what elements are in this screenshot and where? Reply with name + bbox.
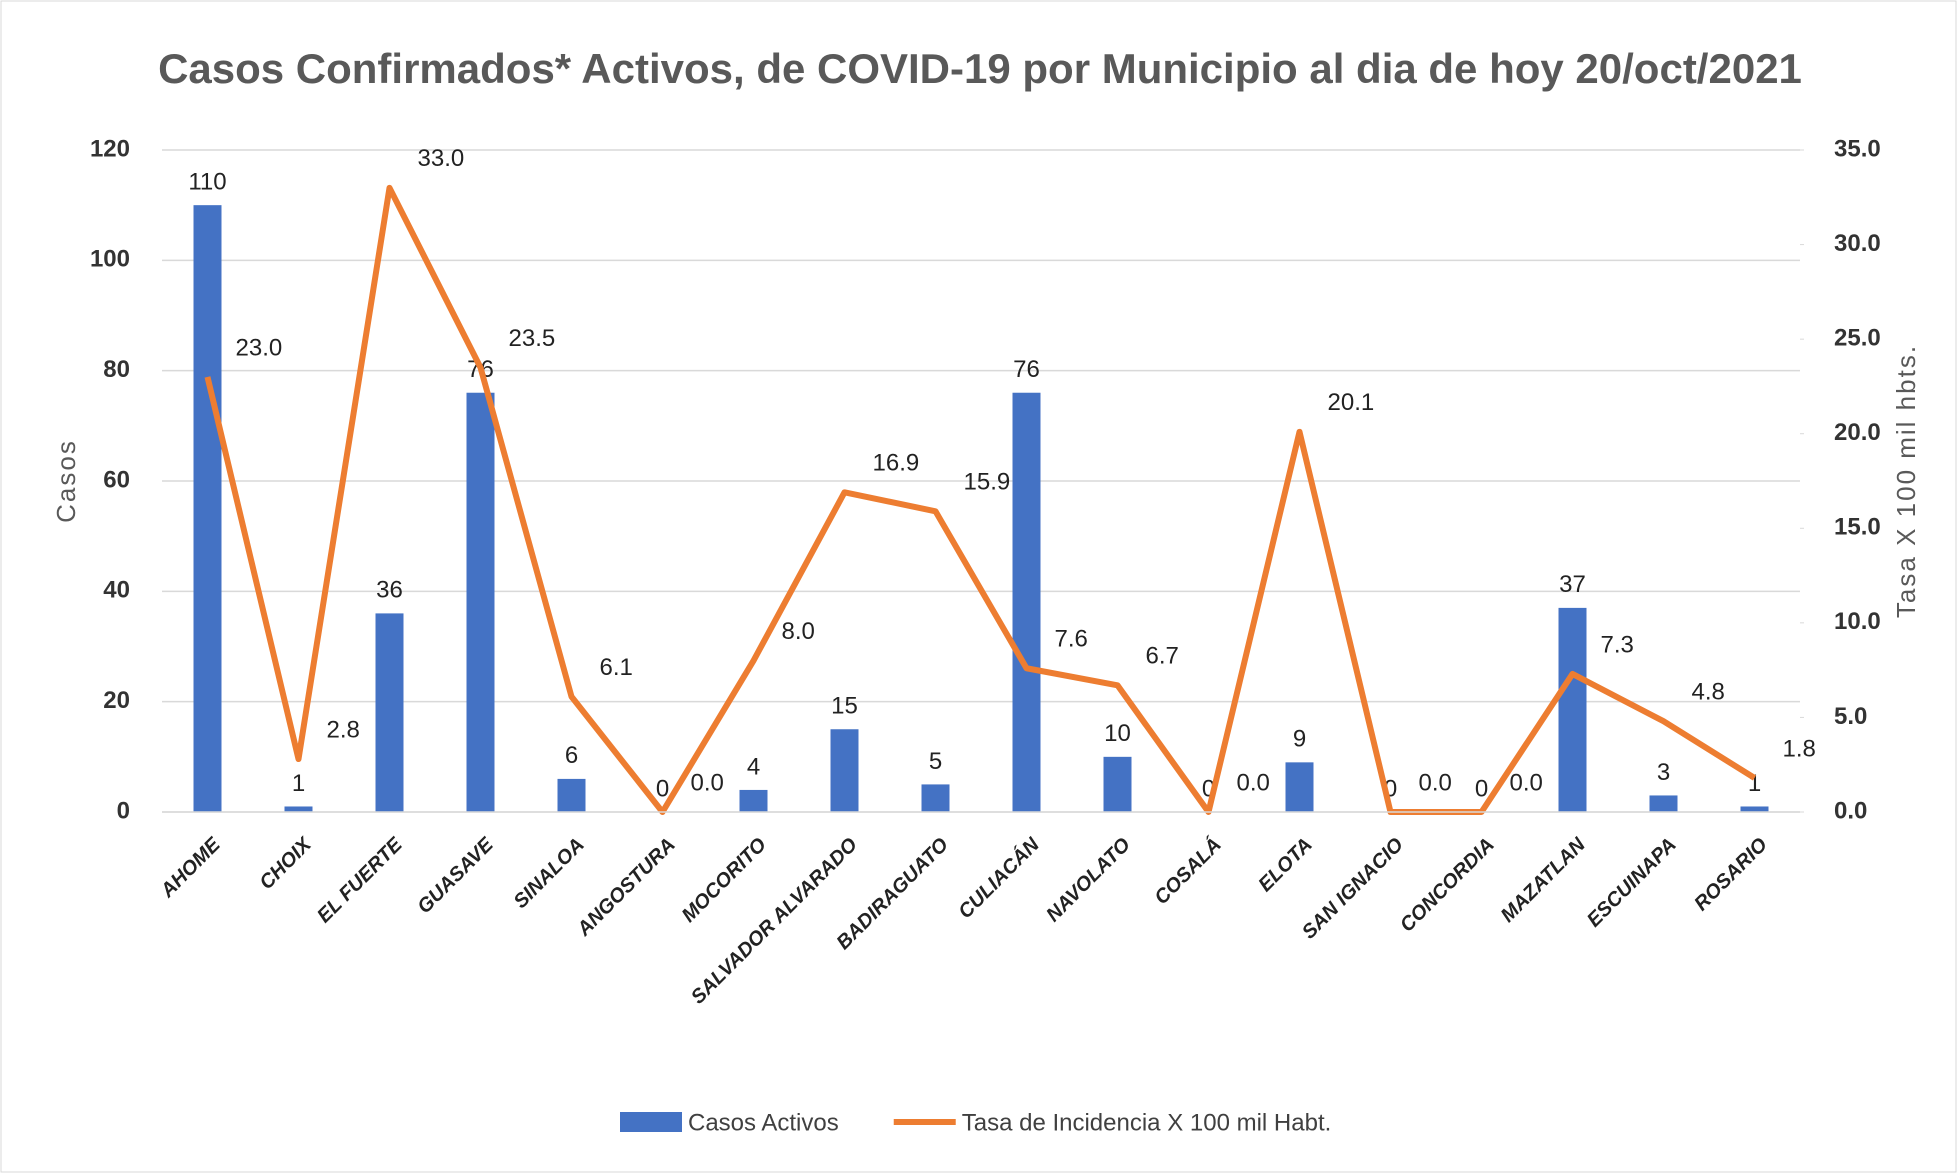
y2-tick-label: 35.0: [1834, 135, 1881, 162]
y2-tick-label: 0.0: [1834, 797, 1867, 824]
bar: [1103, 756, 1132, 812]
line-value-label: 6.7: [1146, 643, 1179, 670]
bar-value-label: 10: [1104, 720, 1131, 747]
bar-value-label: 110: [188, 169, 226, 196]
y-tick-label: 60: [103, 466, 130, 493]
legend-label: Tasa de Incidencia X 100 mil Habt.: [962, 1109, 1332, 1136]
bar: [1558, 607, 1587, 812]
line-value-label: 23.0: [236, 334, 283, 361]
line-value-label: 2.8: [327, 716, 360, 743]
bar: [375, 613, 404, 812]
bar-value-label: 9: [1293, 726, 1306, 753]
bar: [466, 392, 495, 812]
line-value-label: 7.3: [1601, 631, 1634, 658]
bar-value-label: 6: [565, 742, 578, 769]
bar: [830, 729, 859, 812]
y2-tick-label: 15.0: [1834, 514, 1881, 541]
line-value-label: 15.9: [964, 469, 1011, 496]
bar-value-label: 15: [831, 693, 858, 720]
chart-title: Casos Confirmados* Activos, de COVID-19 …: [158, 45, 1802, 92]
legend-swatch: [620, 1112, 682, 1132]
line-value-label: 4.8: [1692, 679, 1725, 706]
line-value-label: 0.0: [691, 769, 724, 796]
bar-value-label: 37: [1559, 571, 1586, 598]
line-value-label: 16.9: [873, 450, 920, 477]
y-tick-label: 0: [117, 797, 130, 824]
y2-axis-title: Tasa X 100 mil hbts.: [1891, 344, 1921, 618]
y2-tick-label: 30.0: [1834, 230, 1881, 257]
y-tick-label: 80: [103, 356, 130, 383]
y-tick-label: 20: [103, 687, 130, 714]
line-value-label: 0.0: [1510, 769, 1543, 796]
line-value-label: 1.8: [1783, 735, 1816, 762]
bar: [284, 806, 313, 812]
bar-value-label: 4: [747, 753, 760, 780]
line-value-label: 0.0: [1419, 769, 1452, 796]
bar: [1285, 762, 1314, 812]
bar: [739, 789, 768, 812]
line-value-label: 20.1: [1328, 389, 1375, 416]
y-tick-label: 40: [103, 577, 130, 604]
bar-value-label: 1: [292, 770, 305, 797]
y-axis-title: Casos: [51, 439, 81, 523]
line-value-label: 8.0: [782, 618, 815, 645]
line: [204, 184, 1757, 815]
line-value-label: 23.5: [509, 325, 556, 352]
y2-tick-label: 5.0: [1834, 703, 1867, 730]
y-tick-label: 100: [90, 246, 130, 273]
bar-value-label: 3: [1657, 759, 1670, 786]
line-value-label: 6.1: [600, 654, 633, 681]
y-tick-label: 120: [90, 135, 130, 162]
y2-tick-label: 10.0: [1834, 608, 1881, 635]
bar-value-label: 0: [1475, 775, 1488, 802]
bar-value-label: 0: [656, 775, 669, 802]
bar-value-label: 76: [1013, 356, 1040, 383]
bar: [1649, 795, 1678, 812]
legend-label: Casos Activos: [688, 1109, 839, 1136]
bar-value-label: 36: [376, 577, 403, 604]
line-value-label: 33.0: [418, 145, 465, 172]
bar-value-label: 5: [929, 748, 942, 775]
y2-tick-label: 20.0: [1834, 419, 1881, 446]
bar: [1012, 392, 1041, 812]
bar: [1740, 806, 1769, 812]
line-value-label: 0.0: [1237, 769, 1270, 796]
y2-tick-label: 25.0: [1834, 324, 1881, 351]
line-value-label: 7.6: [1055, 626, 1088, 653]
bar: [921, 784, 950, 812]
bar: [557, 778, 586, 812]
bar: [193, 205, 222, 812]
